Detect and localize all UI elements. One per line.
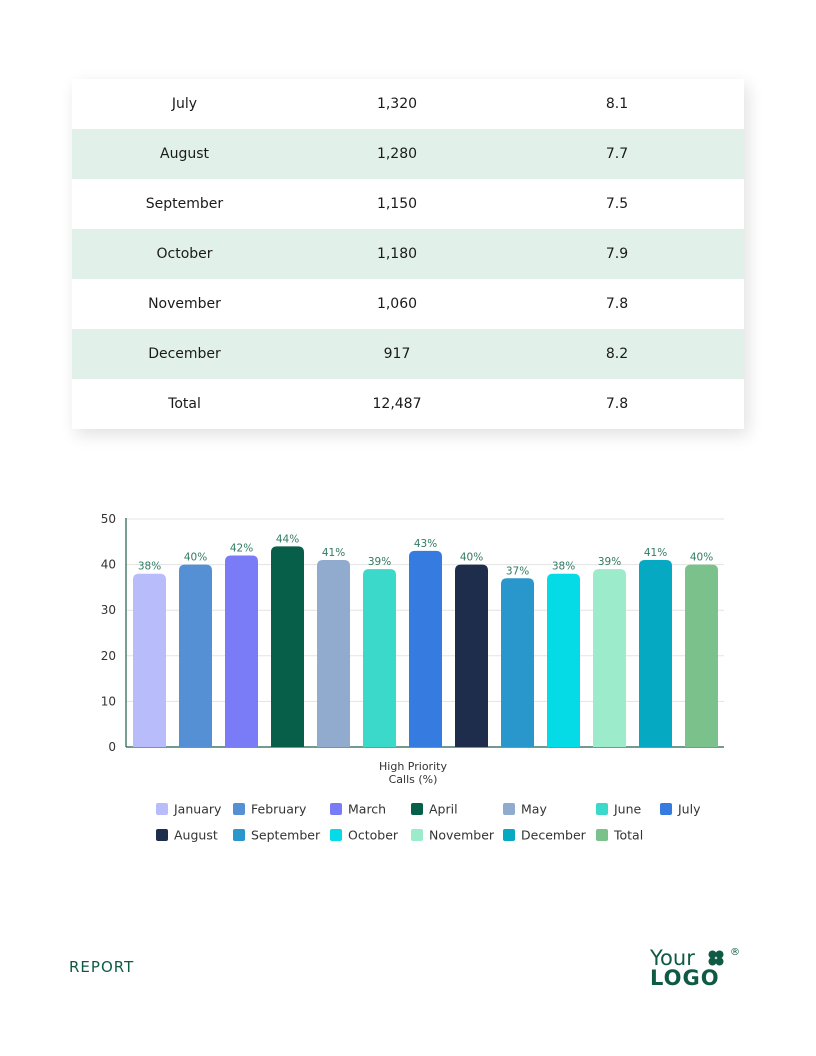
bar-september [501, 578, 534, 747]
legend-label: August [174, 828, 218, 843]
bar-april [271, 546, 304, 747]
bar-february [179, 564, 212, 747]
legend-swatch [411, 829, 423, 841]
data-label: 41% [322, 547, 345, 559]
legend-swatch [156, 803, 168, 815]
legend-swatch [156, 829, 168, 841]
data-label: 39% [368, 556, 391, 568]
legend-label: March [348, 802, 386, 817]
legend-swatch [660, 803, 672, 815]
table-cell-score: 7.9 [605, 246, 629, 262]
logo-text-your: Your [650, 946, 695, 970]
table-row: September 1,150 7.5 [72, 179, 744, 229]
legend-swatch [503, 829, 515, 841]
bar-may [317, 560, 350, 747]
legend-label: January [173, 802, 222, 817]
table-cell-month: August [160, 146, 209, 162]
legend-swatch [596, 829, 608, 841]
legend-label: December [521, 828, 587, 843]
y-tick-label: 20 [101, 649, 116, 663]
data-label: 38% [138, 561, 161, 573]
table-cell-calls: 917 [383, 346, 411, 362]
legend-swatch [233, 829, 245, 841]
data-label: 40% [460, 552, 483, 564]
legend-swatch [596, 803, 608, 815]
legend-swatch [411, 803, 423, 815]
logo-text-logo: LOGO [650, 966, 720, 990]
x-category-label: High Priority [379, 760, 447, 773]
data-label: 42% [230, 542, 253, 554]
table-row: October 1,180 7.9 [72, 229, 744, 279]
data-label: 43% [414, 538, 437, 550]
y-tick-label: 30 [101, 603, 116, 617]
legend-swatch [233, 803, 245, 815]
table-cell-month: December [148, 346, 221, 362]
legend-label: October [348, 828, 399, 843]
table-cell-calls: 1,150 [376, 196, 418, 212]
data-label: 40% [184, 552, 207, 564]
y-tick-label: 0 [108, 740, 116, 754]
bar-june [363, 569, 396, 747]
table-cell-calls: 1,320 [376, 96, 418, 112]
x-category-label: Calls (%) [389, 773, 438, 786]
data-label: 37% [506, 565, 529, 577]
legend-swatch [503, 803, 515, 815]
data-label: 40% [690, 552, 713, 564]
bar-july [409, 550, 442, 747]
logo: Your ® LOGO [650, 946, 745, 992]
table-cell-month: July [171, 96, 198, 112]
y-tick-label: 10 [101, 694, 116, 708]
table-cell-calls: 1,280 [376, 146, 418, 162]
bar-march [225, 555, 258, 747]
bar-total [685, 564, 718, 747]
table-cell-month: November [148, 296, 221, 312]
table-cell-score: 7.7 [605, 146, 629, 162]
table-row: July 1,320 8.1 [72, 79, 744, 129]
y-tick-label: 40 [101, 558, 116, 572]
bar-october [547, 573, 580, 747]
legend-label: Total [613, 828, 643, 843]
legend-label: September [251, 828, 321, 843]
table-row: August 1,280 7.7 [72, 129, 744, 179]
bar-december [639, 560, 672, 747]
registered-mark: ® [730, 947, 740, 958]
bar-august [455, 564, 488, 747]
legend-swatch [330, 803, 342, 815]
table-cell-calls: 12,487 [372, 396, 422, 412]
table-row: Total 12,487 7.8 [72, 379, 744, 429]
legend-label: April [429, 802, 458, 817]
data-label: 44% [276, 533, 299, 545]
clover-icon [708, 950, 724, 966]
footer-report-label: REPORT [69, 958, 135, 976]
legend-label: February [251, 802, 307, 817]
table-cell-score: 7.5 [605, 196, 629, 212]
table-cell-month: September [145, 196, 224, 212]
table-cell-calls: 1,180 [376, 246, 418, 262]
legend-swatch [330, 829, 342, 841]
data-label: 38% [552, 561, 575, 573]
y-tick-label: 50 [101, 512, 116, 526]
data-table: July 1,320 8.1 August 1,280 7.7 September 1,150… [72, 79, 744, 429]
table-cell-score: 7.8 [605, 296, 629, 312]
bar-november [593, 569, 626, 747]
legend-label: July [677, 802, 701, 817]
data-label: 39% [598, 556, 621, 568]
table-cell-calls: 1,060 [376, 296, 418, 312]
table-cell-month: October [156, 246, 213, 262]
table-cell-month: Total [168, 396, 201, 412]
bar-january [133, 573, 166, 747]
table-cell-score: 8.2 [605, 346, 629, 362]
legend-label: November [429, 828, 495, 843]
table-row: December 917 8.2 [72, 329, 744, 379]
table-cell-score: 8.1 [605, 96, 629, 112]
table-row: November 1,060 7.8 [72, 279, 744, 329]
table-cell-score: 7.8 [605, 396, 629, 412]
high-priority-calls-chart: 0 10 20 30 40 50 38% 40% 42% 44% 41% 39% 43% 40% 37% 38… [101, 512, 724, 843]
legend-label: June [613, 802, 642, 817]
legend-label: May [521, 802, 547, 817]
data-label: 41% [644, 547, 667, 559]
